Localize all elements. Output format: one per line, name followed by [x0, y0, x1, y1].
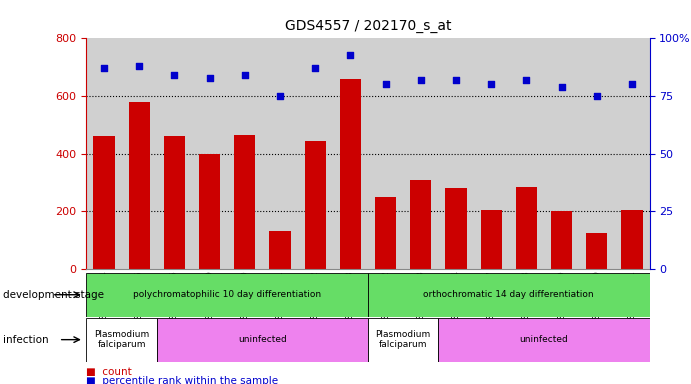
Bar: [368, 318, 438, 362]
Bar: [551, 211, 572, 269]
Point: [451, 77, 462, 83]
Bar: [480, 210, 502, 269]
Point: [556, 84, 567, 90]
Point: [415, 77, 426, 83]
Point: [521, 77, 532, 83]
Bar: [375, 197, 396, 269]
Point: [486, 81, 497, 88]
Bar: [438, 318, 650, 362]
Bar: [86, 273, 368, 317]
Bar: [305, 141, 325, 269]
Point: [204, 74, 215, 81]
Bar: [621, 210, 643, 269]
Bar: [340, 79, 361, 269]
Text: polychromatophilic 10 day differentiation: polychromatophilic 10 day differentiatio…: [133, 290, 321, 299]
Bar: [199, 154, 220, 269]
Bar: [586, 233, 607, 269]
Text: uninfected: uninfected: [520, 335, 568, 344]
Text: ■  count: ■ count: [86, 367, 132, 377]
Bar: [129, 102, 150, 269]
Point: [345, 51, 356, 58]
Text: Plasmodium
falciparum: Plasmodium falciparum: [94, 330, 149, 349]
Bar: [368, 273, 650, 317]
Bar: [515, 187, 537, 269]
Text: infection: infection: [3, 335, 49, 345]
Point: [239, 72, 250, 78]
Bar: [410, 180, 431, 269]
Point: [591, 93, 603, 99]
Text: Plasmodium
falciparum: Plasmodium falciparum: [375, 330, 430, 349]
Bar: [234, 135, 255, 269]
Point: [627, 81, 638, 88]
Bar: [446, 188, 466, 269]
Bar: [157, 318, 368, 362]
Bar: [164, 136, 185, 269]
Bar: [86, 318, 157, 362]
Point: [133, 63, 144, 69]
Text: development stage: development stage: [3, 290, 104, 300]
Bar: [93, 136, 115, 269]
Text: orthochromatic 14 day differentiation: orthochromatic 14 day differentiation: [424, 290, 594, 299]
Point: [274, 93, 285, 99]
Point: [310, 65, 321, 71]
Point: [98, 65, 109, 71]
Point: [380, 81, 391, 88]
Text: uninfected: uninfected: [238, 335, 287, 344]
Bar: [269, 232, 290, 269]
Text: ■  percentile rank within the sample: ■ percentile rank within the sample: [86, 376, 278, 384]
Point: [169, 72, 180, 78]
Title: GDS4557 / 202170_s_at: GDS4557 / 202170_s_at: [285, 19, 451, 33]
